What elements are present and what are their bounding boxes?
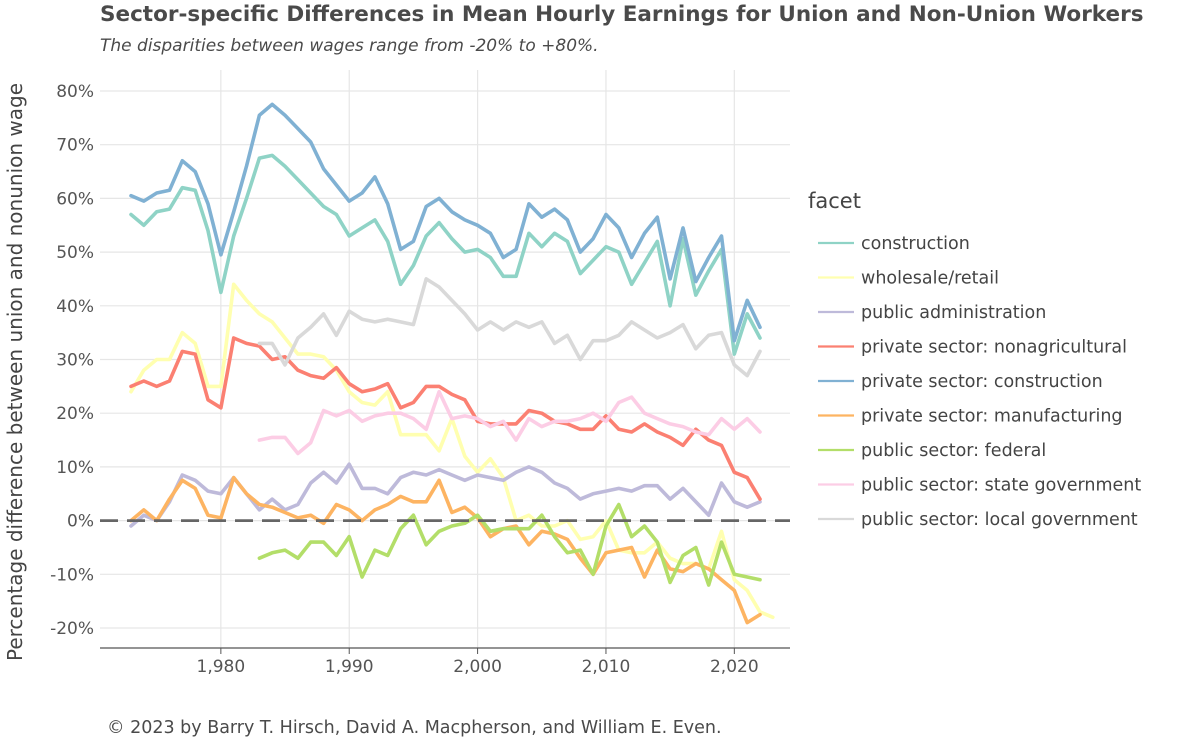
series-line-public-sector-local-government	[257, 277, 762, 378]
legend-label: private sector: manufacturing	[861, 407, 1123, 427]
y-tick-label: 50%	[56, 243, 94, 263]
y-tick-label: 30%	[56, 351, 94, 371]
axes	[100, 647, 790, 654]
y-tick-label: 70%	[56, 136, 94, 156]
y-tick-label: 60%	[56, 189, 94, 209]
tick-labels: -20% -10% 0% 10% 20% 30% 40% 50% 60% 70% 80% 1,980 1…	[50, 82, 759, 677]
legend-title: facet	[808, 189, 861, 213]
y-tick-label: -10%	[50, 565, 94, 585]
y-tick-label: 10%	[56, 458, 94, 478]
y-tick-label: 40%	[56, 297, 94, 317]
copyright-caption: © 2023 by Barry T. Hirsch, David A. Macp…	[107, 718, 722, 738]
chart-subtitle: The disparities between wages range from…	[100, 36, 599, 56]
x-tick-label: 1,990	[325, 657, 374, 677]
grid-lines	[100, 70, 790, 648]
legend: facet construction wholesale/retail public …	[808, 189, 1141, 530]
x-tick-label: 2,010	[582, 657, 631, 677]
series-lines	[100, 102, 790, 625]
series-line-public-sector-federal	[257, 502, 762, 587]
x-tick-label: 2,020	[710, 657, 759, 677]
y-tick-label: 80%	[56, 82, 94, 102]
y-tick-label: 20%	[56, 404, 94, 424]
y-axis-label: Percentage difference between union and …	[3, 83, 27, 661]
legend-label: public sector: state government	[861, 476, 1141, 496]
series-line-private-sector-manufacturing	[129, 475, 762, 625]
series-line-private-sector-nonagricultural	[129, 336, 762, 501]
legend-label: wholesale/retail	[861, 269, 999, 289]
chart-title: Sector-specific Differences in Mean Hour…	[100, 2, 1144, 27]
y-tick-label: 0%	[67, 512, 94, 532]
series-line-construction	[129, 153, 762, 356]
legend-label: construction	[861, 234, 970, 254]
series-line-public-sector-state-government	[257, 389, 762, 456]
x-tick-label: 2,000	[453, 657, 502, 677]
legend-label: public administration	[861, 303, 1046, 323]
legend-label: private sector: nonagricultural	[861, 338, 1127, 358]
legend-label: public sector: local government	[861, 510, 1138, 530]
y-tick-label: -20%	[50, 619, 94, 639]
legend-label: private sector: construction	[861, 372, 1103, 392]
series-line-private-sector-construction	[129, 102, 762, 343]
x-tick-label: 1,980	[197, 657, 246, 677]
legend-label: public sector: federal	[861, 441, 1046, 461]
